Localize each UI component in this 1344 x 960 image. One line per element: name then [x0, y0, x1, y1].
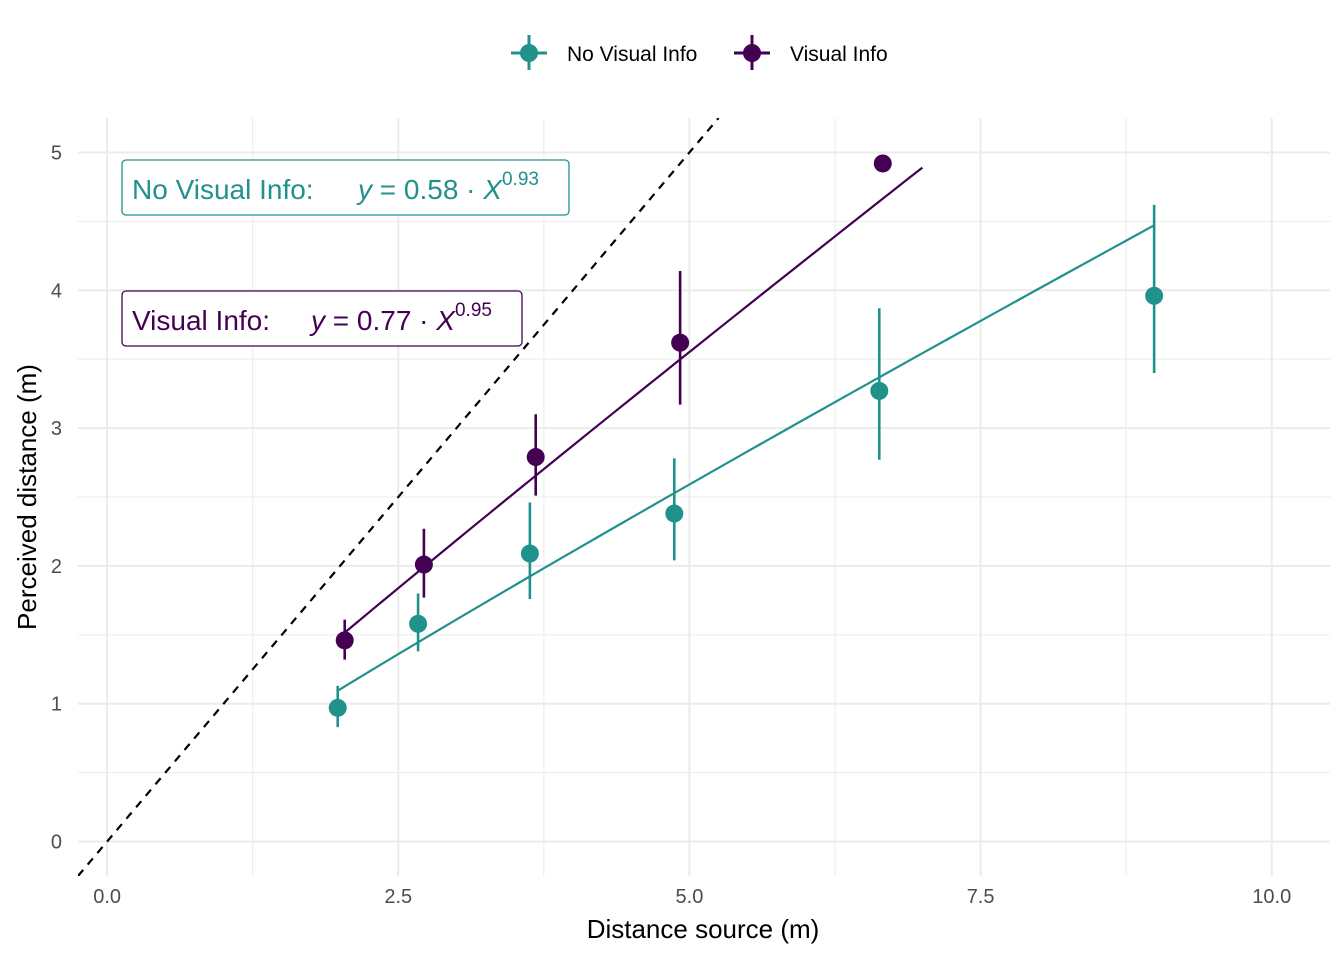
annotation-eq-mid-visual: = 0.77 ·	[325, 305, 436, 336]
legend-label-no-visual: No Visual Info	[567, 43, 697, 66]
x-tick-labels: 0.0 2.5 5.0 7.5 10.0	[93, 886, 1291, 908]
identity-line	[78, 118, 720, 876]
legend-key-dot-visual	[743, 44, 761, 62]
data-point-visual	[526, 448, 545, 467]
annotation-visual: Visual Info: y = 0.77 · X0.95	[121, 290, 523, 347]
data-point-visual	[335, 631, 354, 650]
annotation-label-no-visual: No Visual Info:	[132, 174, 314, 205]
data-point-no-visual	[665, 504, 684, 523]
y-tick-label: 4	[51, 280, 62, 302]
x-tick-label: 2.5	[384, 886, 412, 908]
y-tick-label: 1	[51, 694, 62, 716]
annotation-box-no-visual	[121, 159, 570, 216]
fit-line-visual	[344, 166, 924, 634]
data-point-no-visual	[870, 381, 889, 400]
annotation-eq-x-no-visual: X	[482, 174, 503, 205]
fit-lines	[337, 166, 1155, 692]
data-points	[328, 154, 1164, 728]
grid-minor	[78, 118, 1330, 876]
x-tick-label: 7.5	[967, 886, 995, 908]
annotation-text-no-visual: No Visual Info: y = 0.58 · X0.93	[132, 169, 539, 205]
grid-major	[78, 118, 1330, 876]
y-tick-label: 0	[51, 832, 62, 854]
annotation-text-visual: Visual Info: y = 0.77 · X0.95	[132, 300, 492, 336]
fit-line-no-visual	[337, 224, 1155, 692]
annotation-no-visual: No Visual Info: y = 0.58 · X0.93	[121, 159, 570, 216]
x-tick-label: 0.0	[93, 886, 121, 908]
legend-label-visual: Visual Info	[790, 43, 888, 66]
x-axis-title: Distance source (m)	[587, 914, 820, 944]
data-point-visual	[873, 154, 892, 173]
y-tick-label: 2	[51, 556, 62, 578]
identity-line-layer	[78, 118, 720, 876]
legend-item-visual: Visual Info	[734, 35, 888, 70]
annotation-eq-x-visual: X	[435, 305, 456, 336]
x-tick-label: 5.0	[676, 886, 704, 908]
annotation-eq-exp-visual: 0.95	[455, 300, 492, 321]
annotation-label-visual: Visual Info:	[132, 305, 270, 336]
annotation-eq-mid-no-visual: = 0.58 ·	[372, 174, 483, 205]
data-point-no-visual	[1145, 286, 1164, 305]
data-point-visual	[671, 333, 690, 352]
x-tick-label: 10.0	[1252, 886, 1291, 908]
data-point-no-visual	[520, 544, 539, 563]
y-tick-label: 5	[51, 142, 62, 164]
legend: No Visual Info Visual Info	[511, 35, 888, 70]
y-axis-title: Perceived distance (m)	[12, 364, 42, 630]
annotation-eq-exp-no-visual: 0.93	[502, 169, 539, 190]
y-tick-label: 3	[51, 418, 62, 440]
annotation-eq-y-no-visual: y	[356, 174, 374, 205]
annotation-box-visual	[121, 290, 523, 347]
legend-key-dot-no-visual	[520, 44, 538, 62]
legend-item-no-visual: No Visual Info	[511, 35, 697, 70]
data-point-no-visual	[328, 698, 347, 717]
data-point-visual	[414, 555, 433, 574]
data-point-no-visual	[409, 614, 428, 633]
y-tick-labels: 0 1 2 3 4 5	[51, 142, 62, 853]
annotation-eq-y-visual: y	[309, 305, 327, 336]
